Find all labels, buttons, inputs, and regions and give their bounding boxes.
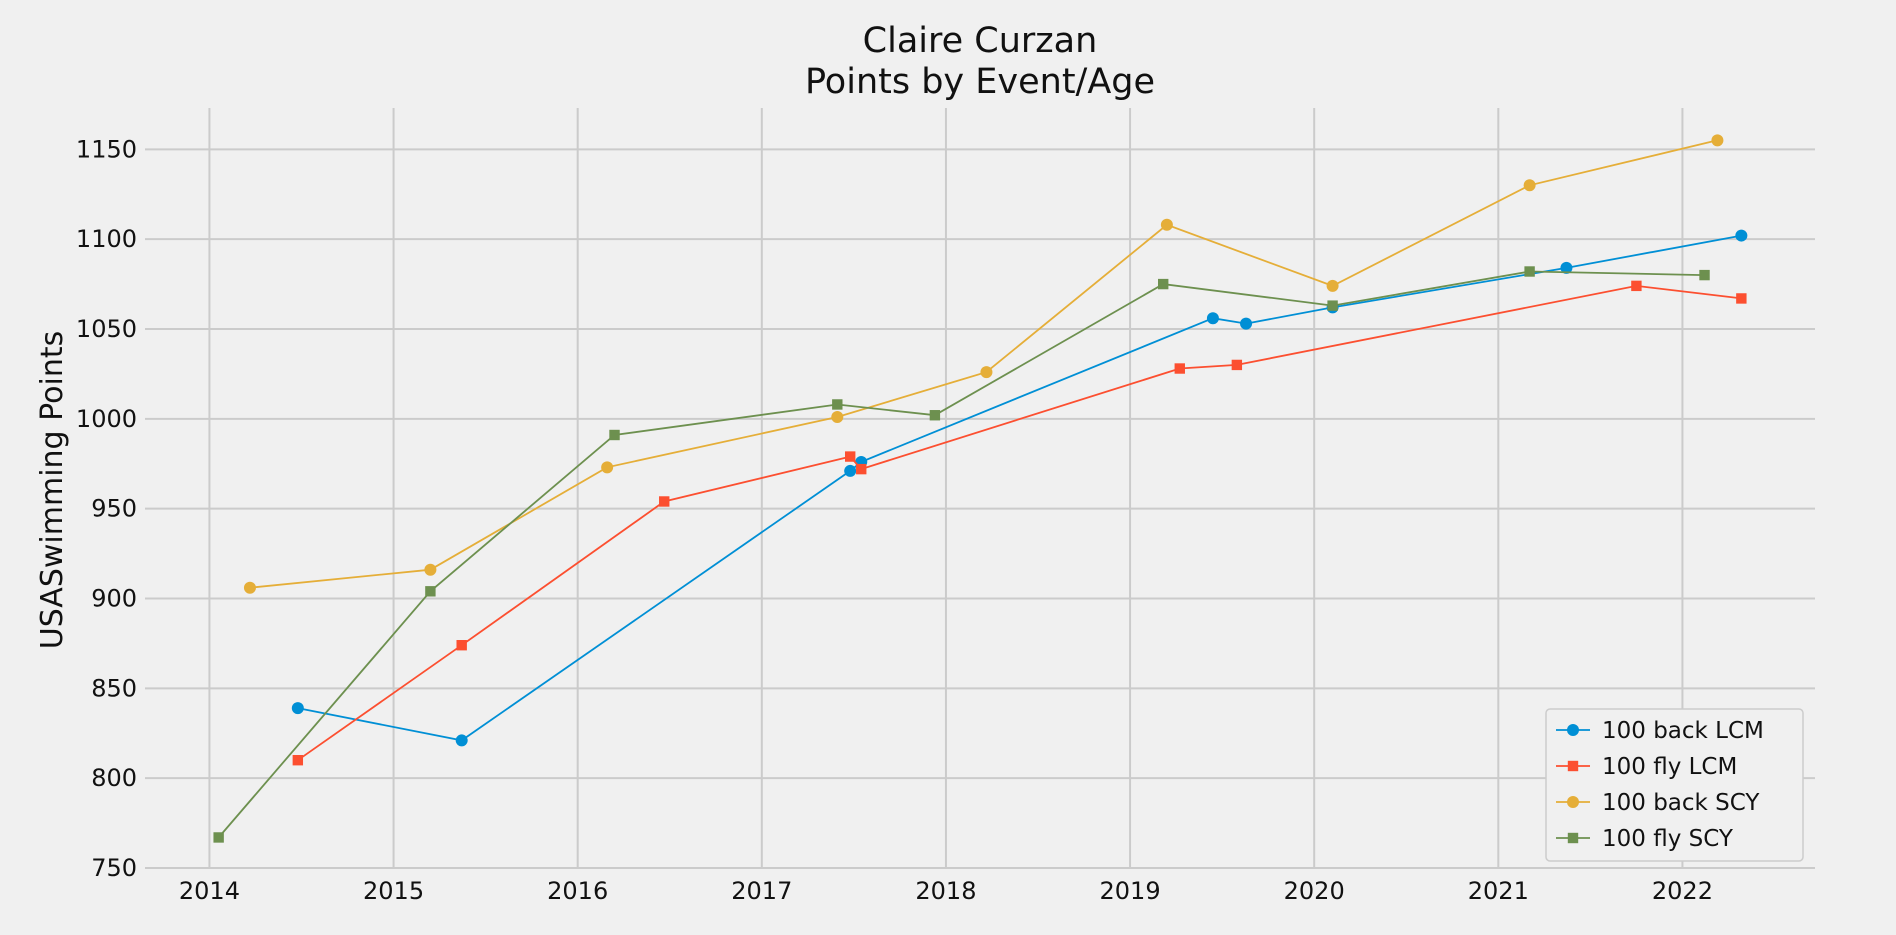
x-tick-label: 2021 xyxy=(1468,877,1529,905)
data-point-marker xyxy=(659,496,670,507)
data-point-marker xyxy=(243,581,256,594)
data-point-marker xyxy=(609,429,620,441)
legend-item: 100 fly SCY xyxy=(1556,826,1734,852)
data-point-marker xyxy=(213,832,224,843)
gridlines xyxy=(145,108,1815,869)
y-tick-label: 1050 xyxy=(76,315,137,343)
y-axis-label: USASwimming Points xyxy=(35,331,70,650)
legend-box xyxy=(1545,708,1804,862)
data-point-marker xyxy=(1206,312,1219,325)
legend: 100 back LCM 100 fly LCM 100 back SCY 100 f… xyxy=(1545,708,1804,862)
data-point-marker xyxy=(425,586,436,597)
data-point-marker xyxy=(1524,266,1535,277)
data-point-marker xyxy=(1160,218,1173,231)
data-point-marker xyxy=(1158,278,1169,290)
data-point-marker xyxy=(1567,832,1579,844)
data-point-marker xyxy=(929,410,941,421)
data-point-marker xyxy=(1631,280,1642,292)
data-point-marker xyxy=(1567,724,1579,736)
data-point-marker xyxy=(1567,760,1579,772)
data-point-marker xyxy=(1240,317,1253,330)
data-point-marker xyxy=(832,399,843,410)
data-point-marker xyxy=(856,463,867,475)
data-point-marker xyxy=(455,734,468,747)
data-point-marker xyxy=(1231,359,1243,371)
data-point-marker xyxy=(1735,229,1748,242)
plot-series xyxy=(213,134,1748,843)
data-point-marker xyxy=(1327,300,1338,311)
series-line xyxy=(217,270,1705,839)
data-point-marker xyxy=(1699,269,1710,281)
data-point-marker xyxy=(291,702,304,715)
data-point-marker xyxy=(1711,134,1724,147)
data-point-marker xyxy=(292,754,304,766)
y-tick-label: 800 xyxy=(91,764,137,792)
data-point-marker xyxy=(1567,796,1579,808)
y-tick-label: 1150 xyxy=(76,135,137,163)
data-point-marker xyxy=(424,563,437,576)
data-point-marker xyxy=(1736,293,1747,304)
x-tick-label: 2020 xyxy=(1284,877,1345,905)
data-point-marker xyxy=(980,366,993,379)
y-tick-label: 850 xyxy=(91,674,137,702)
x-tick-label: 2016 xyxy=(547,877,608,905)
series-line xyxy=(297,234,1742,742)
legend-item: 100 back SCY xyxy=(1556,790,1760,816)
legend-label: 100 back LCM xyxy=(1602,718,1764,744)
data-point-marker xyxy=(1523,179,1536,192)
data-point-marker xyxy=(844,464,857,477)
x-tick-label: 2019 xyxy=(1100,877,1161,905)
series-group xyxy=(213,266,1710,843)
y-tick-label: 950 xyxy=(91,495,137,523)
series-line xyxy=(249,139,1718,589)
y-tick-label: 1000 xyxy=(76,405,137,433)
data-point-marker xyxy=(1174,363,1185,374)
data-point-marker xyxy=(1560,261,1573,274)
series-group xyxy=(243,134,1724,594)
legend-label: 100 fly LCM xyxy=(1602,754,1737,780)
data-point-marker xyxy=(844,451,856,462)
legend-label: 100 back SCY xyxy=(1602,790,1760,816)
chart-title: Claire Curzan xyxy=(863,21,1098,61)
x-tick-label: 2015 xyxy=(363,877,424,905)
chart-subtitle: Points by Event/Age xyxy=(805,62,1155,102)
x-tick-label: 2017 xyxy=(731,877,792,905)
data-point-marker xyxy=(1326,279,1339,292)
x-tick-label: 2014 xyxy=(179,877,240,905)
y-tick-label: 900 xyxy=(91,584,137,612)
legend-item: 100 back LCM xyxy=(1556,718,1764,744)
legend-item: 100 fly LCM xyxy=(1556,754,1737,780)
x-tick-label: 2022 xyxy=(1652,877,1713,905)
data-point-marker xyxy=(831,411,844,424)
y-tick-label: 750 xyxy=(91,854,137,882)
legend-label: 100 fly SCY xyxy=(1602,826,1734,852)
tick-labels: 2014 2015 2016 2017 2018 2019 2020 2021 2022 750 8… xyxy=(76,135,1713,905)
series-group xyxy=(292,280,1747,766)
y-tick-label: 1100 xyxy=(76,225,137,253)
x-tick-label: 2018 xyxy=(915,877,976,905)
data-point-marker xyxy=(601,461,614,474)
data-point-marker xyxy=(456,640,467,651)
